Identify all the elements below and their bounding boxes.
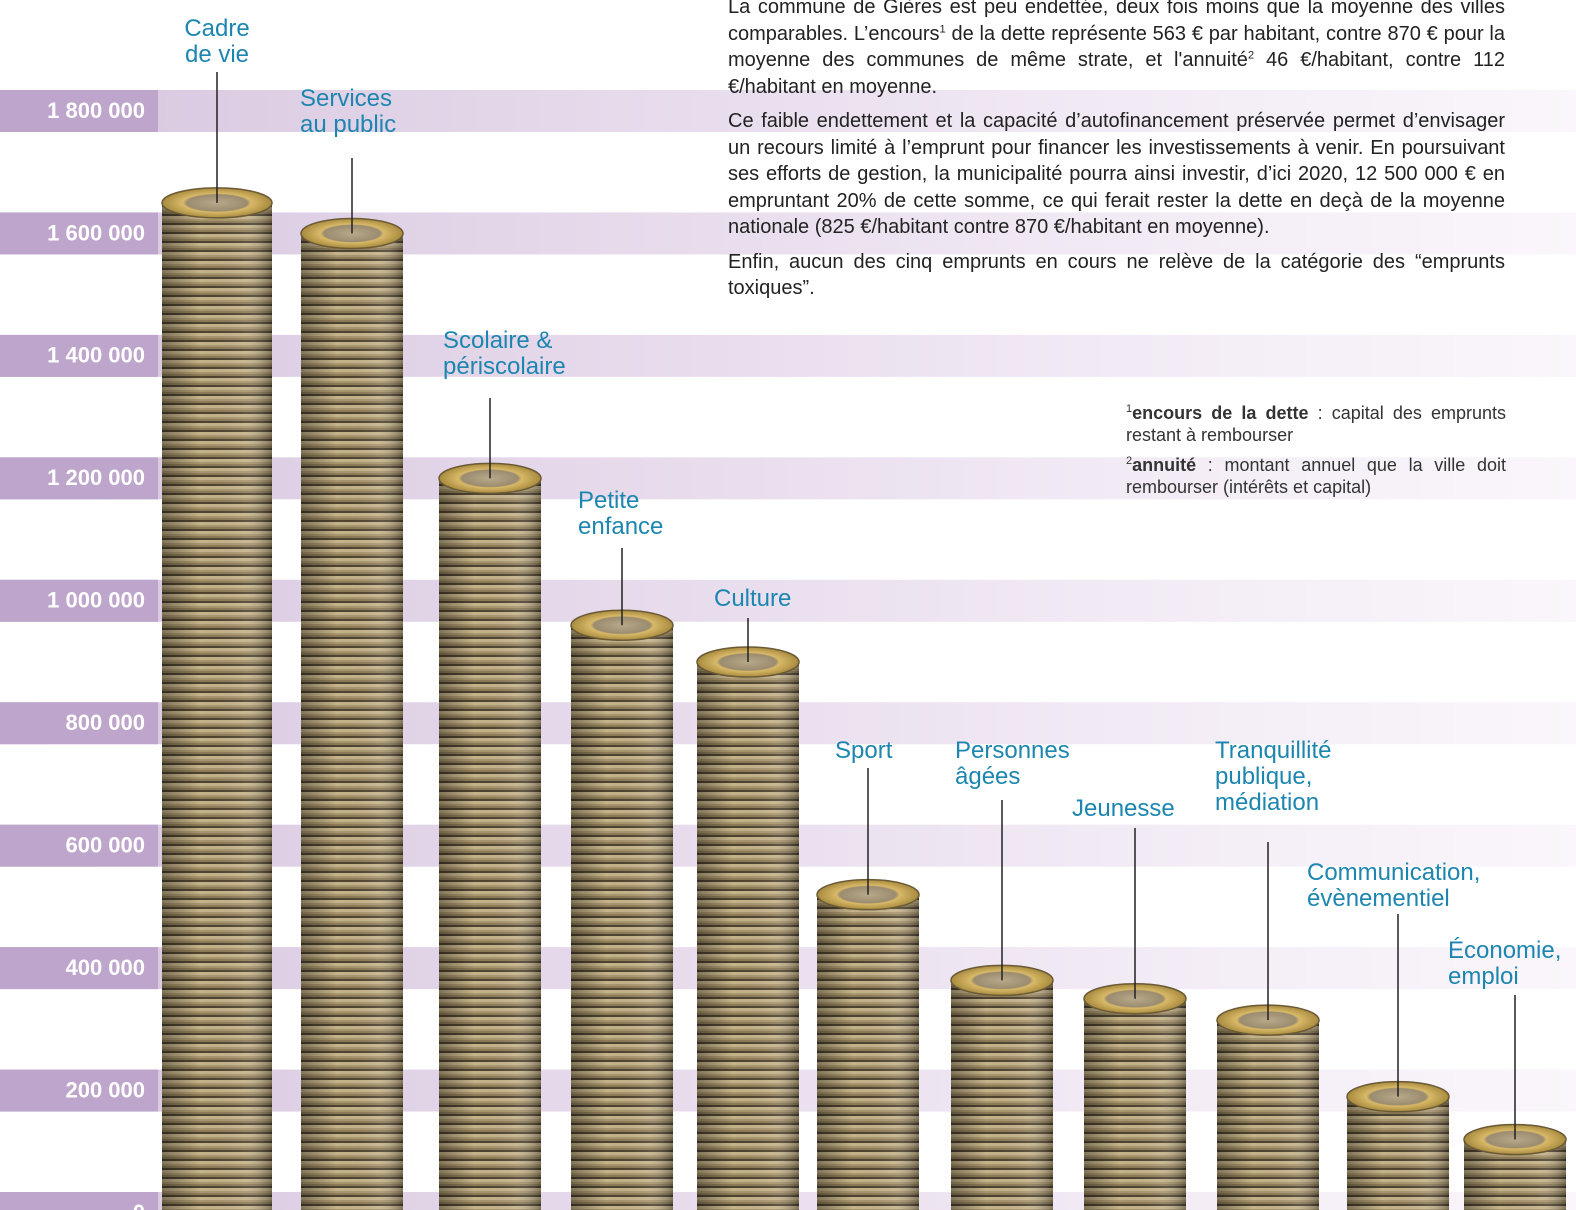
y-tick-label: 600 000 <box>65 832 145 857</box>
footnotes: 1encours de la dette : capital des empru… <box>1126 402 1506 506</box>
stack-shade <box>951 980 1053 1210</box>
stack-shade <box>439 478 541 1210</box>
y-tick-label: 1 200 000 <box>47 465 145 490</box>
category-label: Scolaire & périscolaire <box>443 328 566 380</box>
y-tick-label: 400 000 <box>65 955 145 980</box>
y-tick-label: 1 600 000 <box>47 220 145 245</box>
category-label: Services au public <box>300 86 396 138</box>
paragraph-text: Enfin, aucun des cinq emprunts en cours … <box>728 251 1505 300</box>
stack-shade <box>697 662 799 1210</box>
stack-shade <box>1347 1097 1449 1210</box>
y-tick-label: 0 <box>133 1200 145 1210</box>
y-tick-label: 1 800 000 <box>47 98 145 123</box>
y-tick-label: 200 000 <box>65 1077 145 1102</box>
category-label: Communication, évènementiel <box>1307 860 1480 912</box>
stack-shade <box>571 625 673 1210</box>
category-label: Tranquillité publique, médiation <box>1215 738 1332 816</box>
y-tick-label: 1 400 000 <box>47 343 145 368</box>
category-label: Jeunesse <box>1072 796 1175 822</box>
footnote-term: encours de la dette <box>1132 403 1308 423</box>
category-label: Personnes âgées <box>955 738 1070 790</box>
footnote: 1encours de la dette : capital des empru… <box>1126 402 1506 446</box>
category-label: Cadre de vie <box>164 16 270 68</box>
text-block: La commune de Gières est peu endettée, d… <box>728 0 1505 310</box>
stack-shade <box>817 895 919 1210</box>
footnote: 2annuité : montant annuel que la ville d… <box>1126 454 1506 498</box>
category-label: Petite enfance <box>578 488 663 540</box>
footnote-term: annuité <box>1132 455 1196 475</box>
stack-shade <box>1217 1020 1319 1210</box>
paragraph: Enfin, aucun des cinq emprunts en cours … <box>728 249 1505 302</box>
category-label: Culture <box>714 586 791 612</box>
stack-shade <box>301 233 403 1210</box>
paragraph-text: Ce faible endettement et la capacité d’a… <box>728 110 1505 238</box>
paragraph: Ce faible endettement et la capacité d’a… <box>728 108 1505 241</box>
y-tick-label: 800 000 <box>65 710 145 735</box>
paragraph: La commune de Gières est peu endettée, d… <box>728 0 1505 100</box>
y-tick-label: 1 000 000 <box>47 588 145 613</box>
page: 0 200 000 400 000 600 000 800 000 1 000 000 1 … <box>0 0 1576 1210</box>
category-label: Économie, emploi <box>1448 938 1561 990</box>
stack-shade <box>1084 999 1186 1210</box>
category-label: Sport <box>835 738 892 764</box>
stack-shade <box>162 203 272 1210</box>
